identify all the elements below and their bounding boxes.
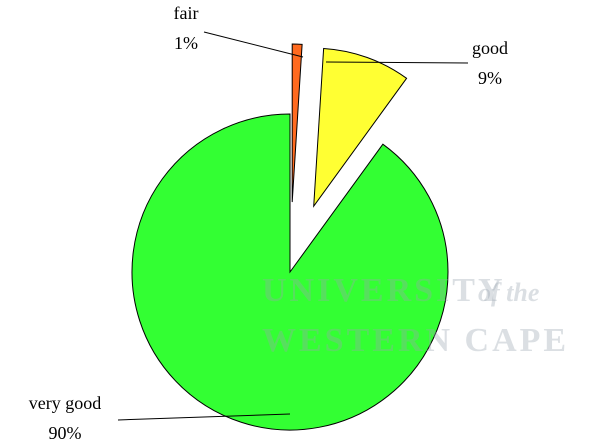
leader-line	[325, 61, 469, 64]
slice-label: very good	[29, 393, 101, 413]
value-label: 90%	[49, 423, 82, 443]
value-label: 9%	[478, 68, 502, 88]
slice-label: good	[472, 38, 508, 58]
value-label: 1%	[174, 33, 198, 53]
pie-slice	[131, 113, 449, 431]
leader-line	[203, 31, 304, 58]
watermark: WESTERN CAPE	[262, 322, 569, 359]
watermark: UNIVERSITY	[262, 272, 506, 309]
pie-slice	[291, 43, 303, 203]
leader-line	[117, 413, 291, 421]
slice-label: fair	[174, 3, 199, 23]
watermark: of the	[478, 278, 539, 307]
pie-slice	[313, 47, 408, 208]
